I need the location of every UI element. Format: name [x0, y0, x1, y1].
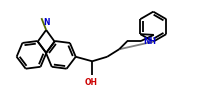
Text: N: N [43, 18, 49, 27]
Text: OH: OH [85, 77, 98, 86]
Text: NH: NH [144, 37, 157, 46]
